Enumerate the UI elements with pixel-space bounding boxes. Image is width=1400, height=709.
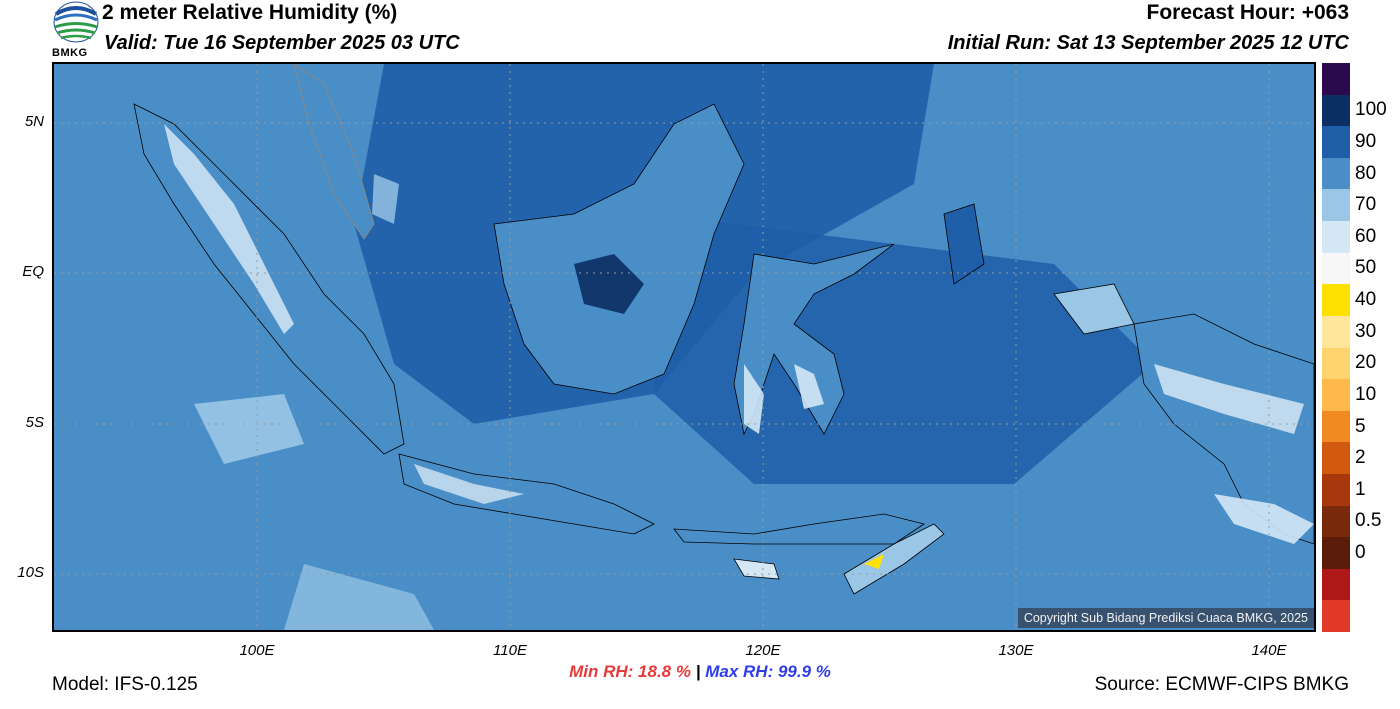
colorbar-segment (1322, 347, 1350, 380)
humidity-map (52, 62, 1316, 632)
colorbar-label: 5 (1355, 415, 1366, 437)
forecast-hour: Forecast Hour: +063 (1146, 1, 1350, 24)
colorbar-label: 0 (1355, 541, 1366, 563)
rh-stats: Min RH: 18.8 % | Max RH: 99.9 % (0, 662, 1400, 682)
colorbar-segment (1322, 126, 1350, 159)
colorbar-label: 30 (1355, 320, 1377, 342)
colorbar-label: 40 (1355, 289, 1377, 311)
colorbar-segment (1322, 568, 1350, 601)
colorbar-label: 70 (1355, 194, 1377, 216)
lat-label-5s: 5S (25, 414, 44, 431)
lon-label-130e: 130E (998, 642, 1034, 659)
copyright-notice: Copyright Sub Bidang Prediksi Cuaca BMKG… (1017, 608, 1314, 628)
colorbar-label: 50 (1355, 257, 1377, 279)
lat-label-5n: 5N (24, 113, 44, 130)
colorbar-segment (1322, 157, 1350, 190)
colorbar-segment (1322, 473, 1350, 507)
colorbar-segment (1322, 94, 1350, 127)
colorbar-segment (1322, 315, 1350, 348)
colorbar-segment (1322, 284, 1350, 317)
max-rh-label: Max RH: (705, 662, 774, 681)
colorbar-segment (1322, 63, 1350, 96)
lon-label-100e: 100E (239, 642, 275, 659)
source-label: Source: ECMWF-CIPS BMKG (1094, 674, 1349, 695)
colorbar (1322, 63, 1350, 633)
colorbar-segment (1322, 379, 1350, 412)
colorbar-segment (1322, 252, 1350, 285)
colorbar-segment (1322, 410, 1350, 443)
model-label: Model: IFS-0.125 (52, 674, 198, 695)
colorbar-segment (1322, 600, 1350, 633)
grid-lines (54, 64, 1314, 630)
colorbar-label: 10 (1355, 383, 1377, 405)
colorbar-segment (1322, 505, 1350, 538)
lon-label-120e: 120E (745, 642, 781, 659)
min-rh-value: 18.8 % (638, 662, 691, 681)
max-rh-value: 99.9 % (777, 662, 831, 681)
lon-label-140e: 140E (1251, 642, 1287, 659)
map-canvas (54, 64, 1314, 630)
colorbar-label: 60 (1355, 225, 1377, 247)
colorbar-label: 1 (1355, 478, 1366, 500)
initial-run: Initial Run: Sat 13 September 2025 12 UT… (947, 32, 1349, 54)
colorbar-segment (1322, 221, 1350, 254)
lat-label-10s: 10S (17, 564, 44, 581)
colorbar-label: 20 (1355, 352, 1377, 374)
colorbar-segment (1322, 442, 1350, 475)
stats-separator: | (695, 662, 701, 681)
lat-label-eq: EQ (22, 263, 44, 280)
valid-time: Valid: Tue 16 September 2025 03 UTC (104, 32, 460, 54)
colorbar-label: 2 (1355, 447, 1366, 469)
colorbar-label: 100 (1355, 99, 1387, 121)
colorbar-label: 90 (1355, 131, 1377, 153)
colorbar-label: 80 (1355, 162, 1377, 184)
map-title: 2 meter Relative Humidity (%) (102, 1, 398, 24)
colorbar-label: 0.5 (1355, 510, 1382, 532)
min-rh-label: Min RH: (569, 662, 634, 681)
logo-text: BMKG (52, 47, 88, 59)
bmkg-logo (50, 0, 102, 62)
lon-label-110e: 110E (493, 642, 527, 659)
colorbar-segment (1322, 189, 1350, 222)
colorbar-segment (1322, 537, 1350, 570)
